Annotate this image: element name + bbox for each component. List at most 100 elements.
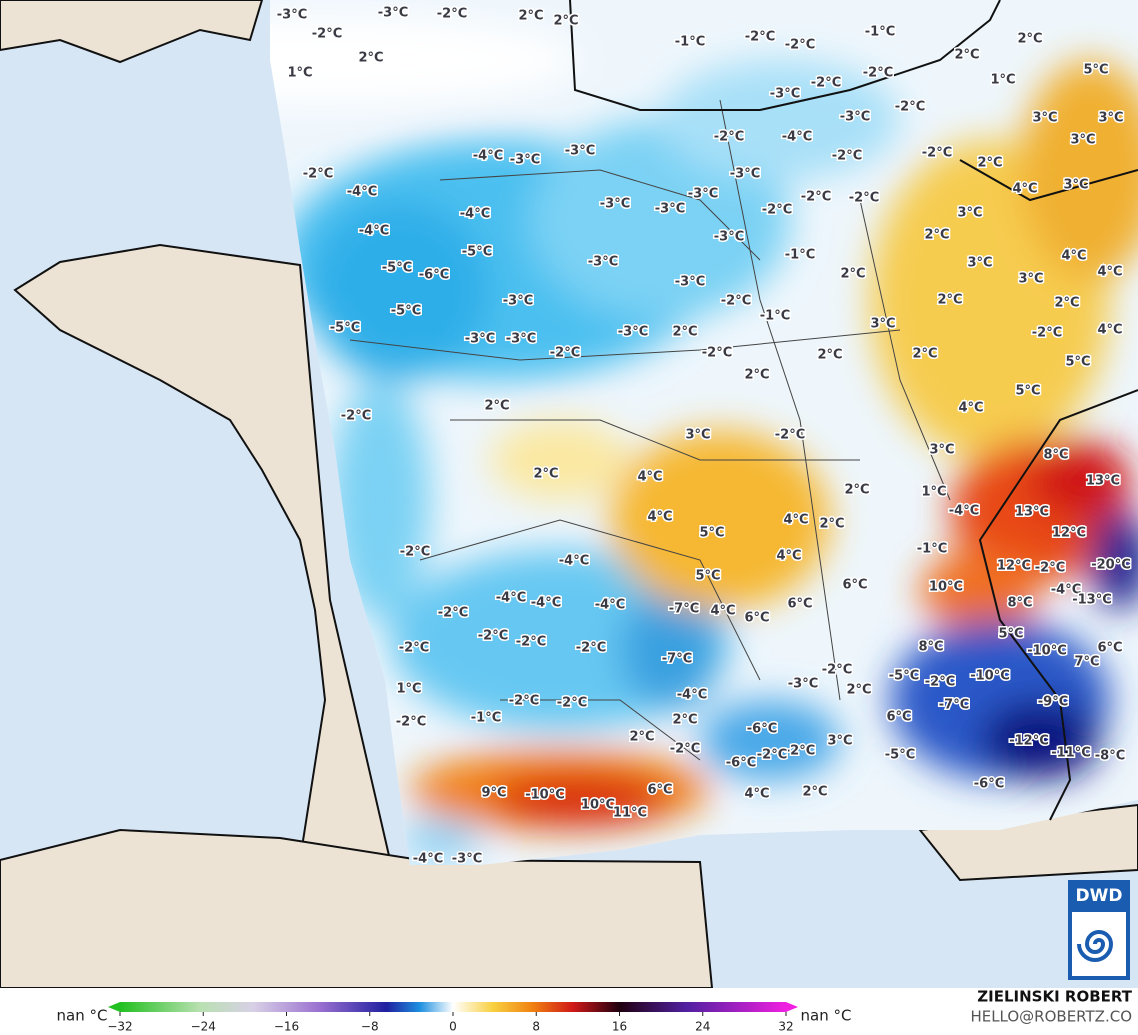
temperature-label: -3°C	[714, 230, 744, 245]
temperature-label: 12°C	[1052, 526, 1086, 541]
temperature-label: -4°C	[473, 149, 503, 164]
temperature-label: -3°C	[730, 167, 760, 182]
logo-swirl	[1077, 930, 1114, 962]
temperature-label: 2°C	[912, 347, 937, 362]
temperature-label: 3°C	[1018, 272, 1043, 287]
temperature-label: -11°C	[1051, 746, 1091, 761]
temperature-label: -4°C	[413, 852, 443, 867]
temperature-label: -2°C	[550, 346, 580, 361]
temperature-label: -3°C	[378, 6, 408, 21]
temperature-label: 4°C	[744, 787, 769, 802]
temperature-label: -2°C	[437, 7, 467, 22]
temperature-label: 2°C	[1017, 32, 1042, 47]
land	[0, 0, 1138, 989]
temperature-label: -2°C	[775, 428, 805, 443]
temperature-label: 2°C	[744, 368, 769, 383]
temperature-label: -3°C	[770, 87, 800, 102]
temperature-label: -2°C	[516, 635, 546, 650]
temperature-label: 4°C	[783, 513, 808, 528]
temperature-label: -4°C	[949, 504, 979, 519]
temperature-label: -2°C	[1032, 326, 1062, 341]
colorbar-tick-label: 8	[532, 1020, 540, 1034]
temperature-label: -4°C	[359, 224, 389, 239]
temperature-label: 5°C	[998, 627, 1023, 642]
temperature-label: -2°C	[509, 694, 539, 709]
temperature-label: -2°C	[863, 66, 893, 81]
temperature-label: 2°C	[817, 348, 842, 363]
temperature-label: -6°C	[726, 756, 756, 771]
temperature-label: -3°C	[277, 8, 307, 23]
temperature-label: -1°C	[471, 711, 501, 726]
temperature-label: -4°C	[347, 185, 377, 200]
temperature-label: 2°C	[553, 14, 578, 29]
temperature-label: -3°C	[452, 852, 482, 867]
temperature-label: -2°C	[670, 742, 700, 757]
temperature-label: -2°C	[757, 748, 787, 763]
temperature-label: -2°C	[721, 294, 751, 309]
temperature-label: -6°C	[747, 722, 777, 737]
colorbar-tick-label: −8	[361, 1020, 379, 1034]
temperature-label: -4°C	[782, 130, 812, 145]
temperature-label: 2°C	[1054, 296, 1079, 311]
temperature-field	[270, 0, 1138, 865]
temperature-label: 5°C	[1015, 384, 1040, 399]
temperature-label: -2°C	[714, 130, 744, 145]
colorbar-tick-label: −24	[191, 1020, 216, 1034]
temperature-label: 6°C	[886, 710, 911, 725]
temperature-label: -2°C	[312, 27, 342, 42]
temperature-label: 2°C	[518, 9, 543, 24]
temperature-label: 4°C	[776, 549, 801, 564]
temperature-label: -10°C	[525, 788, 565, 803]
temperature-label: 2°C	[484, 399, 509, 414]
temperature-label: 8°C	[918, 640, 943, 655]
temperature-label: -4°C	[460, 207, 490, 222]
temperature-label: -4°C	[496, 591, 526, 606]
colorbar-left-label: nan °C	[57, 1007, 108, 1025]
temperature-label: 2°C	[629, 730, 654, 745]
temperature-label: 3°C	[1070, 133, 1095, 148]
temperature-label: -6°C	[974, 777, 1004, 792]
temperature-label: -3°C	[618, 325, 648, 340]
temperature-label: 2°C	[954, 48, 979, 63]
temperature-label: -1°C	[760, 309, 790, 324]
temperature-label: -3°C	[510, 153, 540, 168]
temperature-label: -2°C	[478, 629, 508, 644]
temperature-label: 2°C	[844, 483, 869, 498]
temperature-label: 2°C	[819, 517, 844, 532]
temperature-label: 3°C	[967, 256, 992, 271]
temperature-label: -4°C	[531, 596, 561, 611]
temperature-label: 6°C	[842, 578, 867, 593]
temperature-label: -2°C	[400, 545, 430, 560]
colorbar-tick-label: 32	[778, 1020, 793, 1034]
temperature-label: -4°C	[559, 554, 589, 569]
temperature-label: 9°C	[481, 786, 506, 801]
temperature-label: 4°C	[1012, 182, 1037, 197]
temperature-label: 8°C	[1043, 448, 1068, 463]
temperature-label: 5°C	[695, 569, 720, 584]
labels-layer: -3°C -2°C -3°C -2°C 2°C 2°C 2°C 1°C -1°C -2°C -2°C…	[275, 4, 1132, 868]
temperature-label: 1°C	[287, 66, 312, 81]
temperature-label: -8°C	[1095, 749, 1125, 764]
temperature-label: 3°C	[827, 734, 852, 749]
temperature-label: -4°C	[595, 598, 625, 613]
temperature-label: -7°C	[669, 602, 699, 617]
temperature-label: -5°C	[330, 321, 360, 336]
colorbar-tick-label: 24	[695, 1020, 710, 1034]
temperature-label: -9°C	[1038, 695, 1068, 710]
temperature-label: -2°C	[822, 663, 852, 678]
author: ZIELINSKI ROBERT	[977, 988, 1132, 1006]
temperature-label: -3°C	[588, 255, 618, 270]
temperature-label: 2°C	[924, 228, 949, 243]
temperature-label: -12°C	[1009, 734, 1049, 749]
temperature-label: -2°C	[745, 30, 775, 45]
temperature-label: 4°C	[710, 604, 735, 619]
temperature-label: 2°C	[937, 293, 962, 308]
temperature-label: -2°C	[396, 715, 426, 730]
temperature-label: 4°C	[1097, 265, 1122, 280]
temperature-label: 3°C	[1063, 178, 1088, 193]
temperature-label: -2°C	[811, 76, 841, 91]
temperature-label: -2°C	[922, 146, 952, 161]
temperature-label: 10°C	[581, 798, 615, 813]
temperature-label: -3°C	[600, 197, 630, 212]
contact: HELLO@ROBERTZ.CO	[970, 1008, 1132, 1026]
